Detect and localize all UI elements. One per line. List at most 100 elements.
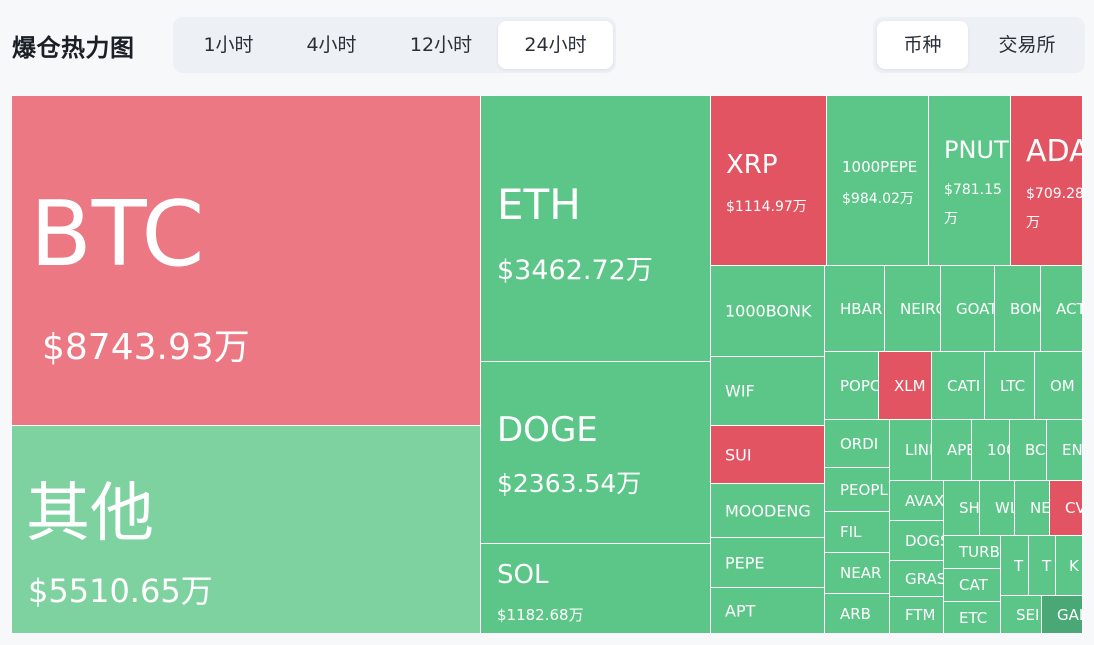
tile-sei[interactable]: SEI <box>1001 596 1042 634</box>
tile-pepe[interactable]: PEPE <box>711 538 825 588</box>
tile-name: 1000PEPE <box>842 158 918 176</box>
tile-xrp[interactable]: XRP $1114.97万 <box>711 96 827 266</box>
tile-name: BTC <box>30 182 205 287</box>
tile-value: $781.15 <box>944 182 1002 198</box>
tile-cat[interactable]: CAT <box>944 569 1001 602</box>
tile-name: SHIB <box>959 499 980 517</box>
tile-value: $1182.68万 <box>497 606 584 624</box>
tile-apt[interactable]: APT <box>711 588 825 634</box>
tile-name: LINK <box>905 441 931 459</box>
tile-near-2[interactable]: NEAR <box>1015 481 1050 536</box>
tile-name: FIL <box>840 523 862 541</box>
tile-name: MOODENG <box>725 501 811 520</box>
tile-name: ARB <box>840 604 871 623</box>
time-range-selector: 1小时 4小时 12小时 24小时 <box>173 17 616 73</box>
tile-people[interactable]: PEOPLE <box>825 468 890 512</box>
tile-t1[interactable]: T <box>1001 536 1029 596</box>
tile-pnut[interactable]: PNUT $781.15 万 <box>929 96 1011 266</box>
tile-value: $3462.72万 <box>497 255 653 286</box>
tile-value: $709.28 <box>1026 186 1083 202</box>
tile-other[interactable]: 其他 $5510.65万 <box>12 426 481 634</box>
tile-name: XRP <box>726 150 778 180</box>
tile-name: T <box>1014 556 1024 575</box>
tile-link[interactable]: LINK <box>890 420 932 481</box>
time-option-1h[interactable]: 1小时 <box>203 34 254 56</box>
tile-name: 1000BONK <box>725 301 812 321</box>
tile-name: DOGE <box>497 410 598 450</box>
tile-value: $1114.97万 <box>726 199 807 215</box>
tile-ftm[interactable]: FTM <box>890 597 944 634</box>
tile-name: ACT <box>1056 299 1083 318</box>
tile-name: ADA <box>1026 134 1082 169</box>
tile-sui[interactable]: SUI <box>711 426 825 484</box>
tile-cati[interactable]: CATI <box>932 352 985 420</box>
tile-doge[interactable]: DOGE $2363.54万 <box>481 362 711 544</box>
liquidation-heatmap: BTC $8743.93万 其他 $5510.65万 ETH $3462.72万… <box>12 96 1083 634</box>
tile-ordi[interactable]: ORDI <box>825 420 890 468</box>
view-option-exchange[interactable]: 交易所 <box>998 34 1056 56</box>
tile-name: ETH <box>497 180 581 229</box>
tile-sol[interactable]: SOL $1182.68万 <box>481 544 711 634</box>
tile-name: SUI <box>725 445 752 464</box>
tile-ape[interactable]: APE <box>932 420 972 481</box>
view-option-coin[interactable]: 币种 <box>877 21 968 69</box>
tile-hbar[interactable]: HBAR <box>825 266 885 352</box>
tile-name: PNUT <box>944 136 1009 164</box>
tile-name: ETC <box>959 608 988 627</box>
tile-name: CATI <box>947 376 981 395</box>
time-option-24h[interactable]: 24小时 <box>498 21 613 69</box>
tile-goat[interactable]: GOAT <box>941 266 995 352</box>
tile-name: NEAR <box>840 564 882 582</box>
tile-bch[interactable]: BCH <box>1010 420 1047 481</box>
tile-ltc[interactable]: LTC <box>985 352 1035 420</box>
tile-t2[interactable]: T <box>1029 536 1056 596</box>
tile-neiro[interactable]: NEIRO <box>885 266 941 352</box>
tile-name: 其他 <box>26 477 154 551</box>
tile-name: SOL <box>497 560 549 590</box>
tile-value: $8743.93万 <box>42 327 250 368</box>
tile-popcat[interactable]: POPCAT <box>825 352 879 420</box>
tile-name: LTC <box>1000 376 1026 395</box>
tile-bome[interactable]: BOME <box>995 266 1041 352</box>
view-selector: 币种 交易所 <box>873 17 1085 73</box>
tile-eth[interactable]: ETH $3462.72万 <box>481 96 711 362</box>
tile-ada[interactable]: ADA $709.28 万 <box>1011 96 1083 266</box>
tile-gala[interactable]: GALA <box>1042 596 1083 634</box>
tile-name: POPCAT <box>840 376 878 395</box>
tile-cvx[interactable]: CVX <box>1050 481 1083 536</box>
tile-arb[interactable]: ARB <box>825 594 890 634</box>
tile-name: CVX <box>1065 499 1082 517</box>
page-title: 爆仓热力图 <box>12 34 135 62</box>
time-option-12h[interactable]: 12小时 <box>409 34 473 56</box>
tile-xlm[interactable]: XLM <box>879 352 932 420</box>
tile-name: PEPE <box>725 553 765 572</box>
tile-name: FTM <box>905 606 936 624</box>
tile-1000bonk[interactable]: 1000BONK <box>711 266 825 357</box>
tile-grass[interactable]: GRASS <box>890 561 944 597</box>
tile-ena[interactable]: ENA <box>1047 420 1083 481</box>
tile-turbo[interactable]: TURBO <box>944 536 1001 569</box>
tile-wld[interactable]: WLD <box>980 481 1015 536</box>
tile-1000[interactable]: 1000 <box>972 420 1010 481</box>
tile-fil[interactable]: FIL <box>825 512 890 553</box>
tile-shib[interactable]: SHIB <box>944 481 980 536</box>
tile-k[interactable]: K <box>1056 536 1083 596</box>
tile-1000pepe[interactable]: 1000PEPE $984.02万 <box>827 96 929 266</box>
tile-wif[interactable]: WIF <box>711 357 825 426</box>
tile-name: T <box>1042 556 1052 575</box>
tile-avax[interactable]: AVAX <box>890 481 944 521</box>
tile-om[interactable]: OM <box>1035 352 1083 420</box>
tile-act[interactable]: ACT <box>1041 266 1083 352</box>
tile-near[interactable]: NEAR <box>825 553 890 594</box>
tile-btc[interactable]: BTC $8743.93万 <box>12 96 481 426</box>
tile-etc[interactable]: ETC <box>944 602 1001 634</box>
tile-name: ENA <box>1062 441 1083 459</box>
time-option-4h[interactable]: 4小时 <box>306 34 357 56</box>
tile-name: XLM <box>894 376 926 395</box>
tile-name: WIF <box>725 381 755 401</box>
tile-name: PEOPLE <box>840 480 889 499</box>
tile-moodeng[interactable]: MOODENG <box>711 484 825 538</box>
tile-name: NEIRO <box>900 299 940 318</box>
